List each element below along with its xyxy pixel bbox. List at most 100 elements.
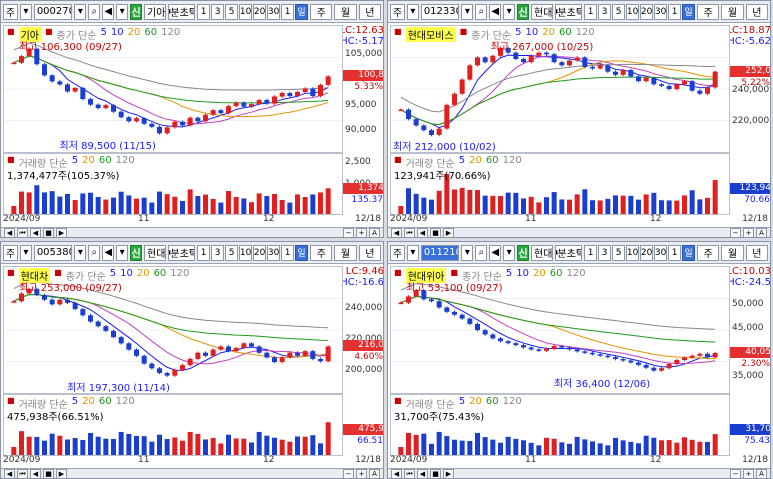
- volume-chart[interactable]: ■ 거래량 단순 5 20 60 120 31,700주(75.43%): [390, 394, 730, 456]
- period-button-6[interactable]: 1: [281, 244, 295, 261]
- volume-chart[interactable]: ■ 거래량 단순 5 20 60 120 475,938주(66.51%): [3, 394, 343, 456]
- scroll-left-icon[interactable]: ◀: [4, 468, 15, 478]
- stop-icon[interactable]: ■: [430, 227, 441, 237]
- stock-code-input[interactable]: 012330: [420, 3, 460, 20]
- search-icon[interactable]: ⌕: [88, 244, 101, 261]
- cycle-year-button[interactable]: 년: [358, 3, 381, 20]
- period-button-6[interactable]: 1: [668, 244, 682, 261]
- chart-type-combo[interactable]: 주: [3, 3, 18, 20]
- minute-second-tick-select[interactable]: ◂분초틱: [168, 244, 196, 261]
- period-button-1[interactable]: 3: [211, 3, 225, 20]
- prev-icon[interactable]: ◀: [417, 468, 428, 478]
- cycle-month-button[interactable]: 월: [334, 244, 357, 261]
- sound-icon[interactable]: ◀: [102, 244, 115, 261]
- code-dropdown-icon[interactable]: ▾: [461, 3, 474, 20]
- period-button-1[interactable]: 3: [598, 244, 612, 261]
- prev-icon[interactable]: ◀: [417, 227, 428, 237]
- price-chart[interactable]: ■ 기아 ■ 종가 단순 5 10 20 60 120 최고 106,300 (…: [3, 25, 343, 153]
- period-button-2[interactable]: 5: [225, 3, 239, 20]
- stock-code-input[interactable]: 011210: [420, 244, 460, 261]
- search-icon[interactable]: ⌕: [475, 3, 488, 20]
- first-icon[interactable]: ⏮: [17, 227, 28, 237]
- price-chart[interactable]: ■ 현대위아 ■ 종가 단순 5 10 20 60 120 최고 53,100 …: [390, 266, 730, 394]
- font-size-icon[interactable]: A: [369, 468, 380, 478]
- settings-dropdown-icon[interactable]: ▾: [116, 244, 129, 261]
- chart-type-dropdown-icon[interactable]: ▾: [19, 3, 32, 20]
- prev-icon[interactable]: ◀: [30, 468, 41, 478]
- next-icon[interactable]: ▶: [56, 468, 67, 478]
- next-icon[interactable]: ▶: [56, 227, 67, 237]
- price-chart[interactable]: ■ 현대모비스 ■ 종가 단순 5 10 20 60 120 최고 267,00…: [390, 25, 730, 153]
- period-button-3[interactable]: 10: [626, 3, 640, 20]
- font-size-icon[interactable]: A: [369, 227, 380, 237]
- cycle-week-button[interactable]: 주: [697, 3, 720, 20]
- cycle-week-button[interactable]: 주: [697, 244, 720, 261]
- chart-type-dropdown-icon[interactable]: ▾: [406, 244, 419, 261]
- scroll-left-icon[interactable]: ◀: [391, 227, 402, 237]
- period-button-2[interactable]: 5: [612, 3, 626, 20]
- zoom-in-icon[interactable]: +: [356, 468, 367, 478]
- period-button-2[interactable]: 5: [225, 244, 239, 261]
- zoom-in-icon[interactable]: +: [356, 227, 367, 237]
- period-button-day[interactable]: 일: [682, 244, 696, 261]
- code-dropdown-icon[interactable]: ▾: [74, 244, 87, 261]
- minute-second-tick-select[interactable]: ◂분초틱: [555, 3, 583, 20]
- sound-icon[interactable]: ◀: [489, 3, 502, 20]
- settings-dropdown-icon[interactable]: ▾: [503, 244, 516, 261]
- zoom-out-icon[interactable]: −: [343, 227, 354, 237]
- font-size-icon[interactable]: A: [756, 227, 767, 237]
- period-button-0[interactable]: 1: [584, 3, 598, 20]
- period-button-0[interactable]: 1: [584, 244, 598, 261]
- period-button-6[interactable]: 1: [281, 3, 295, 20]
- stock-code-input[interactable]: 005380: [33, 244, 73, 261]
- period-button-5[interactable]: 30: [267, 3, 281, 20]
- period-button-4[interactable]: 20: [640, 244, 654, 261]
- cycle-week-button[interactable]: 주: [310, 3, 333, 20]
- settings-dropdown-icon[interactable]: ▾: [503, 3, 516, 20]
- zoom-out-icon[interactable]: −: [343, 468, 354, 478]
- period-button-day[interactable]: 일: [295, 3, 309, 20]
- period-button-4[interactable]: 20: [253, 3, 267, 20]
- cycle-month-button[interactable]: 월: [721, 3, 744, 20]
- sound-icon[interactable]: ◀: [489, 244, 502, 261]
- period-button-4[interactable]: 20: [253, 244, 267, 261]
- period-button-6[interactable]: 1: [668, 3, 682, 20]
- chart-type-dropdown-icon[interactable]: ▾: [406, 3, 419, 20]
- font-size-icon[interactable]: A: [756, 468, 767, 478]
- cycle-year-button[interactable]: 년: [745, 244, 768, 261]
- code-dropdown-icon[interactable]: ▾: [74, 3, 87, 20]
- first-icon[interactable]: ⏮: [404, 227, 415, 237]
- cycle-year-button[interactable]: 년: [358, 244, 381, 261]
- zoom-in-icon[interactable]: +: [743, 227, 754, 237]
- volume-chart[interactable]: ■ 거래량 단순 5 20 60 120 123,941주(70.66%): [390, 153, 730, 215]
- period-button-3[interactable]: 10: [239, 244, 253, 261]
- scroll-left-icon[interactable]: ◀: [4, 227, 15, 237]
- first-icon[interactable]: ⏮: [17, 468, 28, 478]
- period-button-3[interactable]: 10: [626, 244, 640, 261]
- stop-icon[interactable]: ■: [43, 468, 54, 478]
- search-icon[interactable]: ⌕: [475, 244, 488, 261]
- cycle-month-button[interactable]: 월: [334, 3, 357, 20]
- period-button-5[interactable]: 30: [654, 3, 668, 20]
- stop-icon[interactable]: ■: [43, 227, 54, 237]
- chart-type-dropdown-icon[interactable]: ▾: [19, 244, 32, 261]
- period-button-day[interactable]: 일: [295, 244, 309, 261]
- zoom-in-icon[interactable]: +: [743, 468, 754, 478]
- search-icon[interactable]: ⌕: [88, 3, 101, 20]
- period-button-1[interactable]: 3: [598, 3, 612, 20]
- zoom-out-icon[interactable]: −: [730, 227, 741, 237]
- chart-type-combo[interactable]: 주: [3, 244, 18, 261]
- cycle-month-button[interactable]: 월: [721, 244, 744, 261]
- chart-scrollbar[interactable]: [456, 469, 728, 478]
- scroll-left-icon[interactable]: ◀: [391, 468, 402, 478]
- next-icon[interactable]: ▶: [443, 468, 454, 478]
- cycle-week-button[interactable]: 주: [310, 244, 333, 261]
- stop-icon[interactable]: ■: [430, 468, 441, 478]
- cycle-year-button[interactable]: 년: [745, 3, 768, 20]
- minute-second-tick-select[interactable]: ◂분초틱: [168, 3, 196, 20]
- chart-scrollbar[interactable]: [456, 228, 728, 237]
- volume-chart[interactable]: ■ 거래량 단순 5 20 60 120 1,374,477주(105.37%): [3, 153, 343, 215]
- period-button-0[interactable]: 1: [197, 244, 211, 261]
- minute-second-tick-select[interactable]: ◂분초틱: [555, 244, 583, 261]
- first-icon[interactable]: ⏮: [404, 468, 415, 478]
